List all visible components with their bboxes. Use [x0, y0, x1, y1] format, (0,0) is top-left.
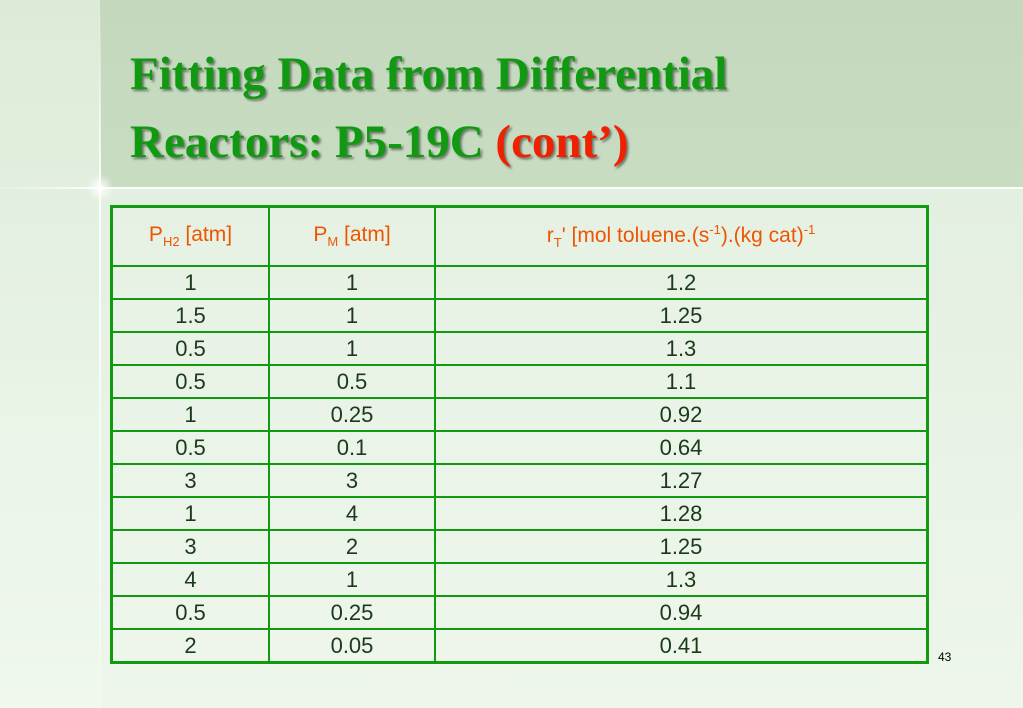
- table-cell: 0.5: [110, 595, 270, 630]
- table-row: 2 0.05 0.41: [110, 628, 929, 664]
- table-cell: 0.5: [110, 364, 270, 399]
- table-cell: 1: [110, 496, 270, 531]
- title-accent: (cont’): [495, 116, 629, 168]
- header-rate-sup1: -1: [709, 222, 721, 238]
- header-ph2-symbol: P: [148, 223, 163, 247]
- table-cell: 1.25: [434, 529, 929, 564]
- table-cell: 1: [268, 265, 436, 300]
- decor-cross-glow: [86, 174, 114, 202]
- table-cell: 1: [268, 562, 436, 597]
- title-band: [100, 0, 1023, 188]
- table-row: 1 0.25 0.92: [110, 397, 929, 432]
- header-rate-text1: ' [mol toluene.(s: [561, 224, 710, 248]
- table-cell: 4: [110, 562, 270, 597]
- header-rate-sub: T: [553, 235, 562, 251]
- table-cell: 1: [268, 298, 436, 333]
- table-cell: 1: [268, 331, 436, 366]
- data-table-container: PH2 [atm] PM [atm] rT' [mol toluene.(s-1…: [110, 205, 929, 664]
- table-row: 0.5 1 1.3: [110, 331, 929, 366]
- table-cell: 1.28: [434, 496, 929, 531]
- table-cell: 0.25: [268, 397, 436, 432]
- table-row: 4 1 1.3: [110, 562, 929, 597]
- data-table: PH2 [atm] PM [atm] rT' [mol toluene.(s-1…: [110, 205, 929, 664]
- table-cell: 1: [110, 265, 270, 300]
- table-cell: 1.3: [434, 331, 929, 366]
- table-cell: 4: [268, 496, 436, 531]
- left-decor-strip: [0, 0, 100, 708]
- table-cell: 0.1: [268, 430, 436, 465]
- table-cell: 1.5: [110, 298, 270, 333]
- header-pm: PM [atm]: [268, 205, 436, 267]
- table-cell: 0.5: [110, 430, 270, 465]
- decor-vertical-line: [99, 0, 101, 708]
- slide-title: Fitting Data from Differential Reactors:…: [130, 40, 990, 176]
- table-row: 1 4 1.28: [110, 496, 929, 531]
- table-cell: 2: [268, 529, 436, 564]
- table-cell: 0.5: [268, 364, 436, 399]
- table-cell: 2: [110, 628, 270, 664]
- table-cell: 1: [110, 397, 270, 432]
- table-cell: 0.5: [110, 331, 270, 366]
- table-cell: 1.27: [434, 463, 929, 498]
- table-header-row: PH2 [atm] PM [atm] rT' [mol toluene.(s-1…: [110, 205, 929, 267]
- table-row: 3 2 1.25: [110, 529, 929, 564]
- table-row: 3 3 1.27: [110, 463, 929, 498]
- header-ph2-unit: [atm]: [179, 223, 233, 247]
- header-rate-text2: ).(kg cat): [720, 224, 804, 248]
- header-pm-symbol: P: [313, 223, 328, 247]
- table-row: 1 1 1.2: [110, 265, 929, 300]
- table-cell: 0.92: [434, 397, 929, 432]
- header-rate-symbol: r: [546, 224, 554, 248]
- table-cell: 1.1: [434, 364, 929, 399]
- table-cell: 3: [110, 463, 270, 498]
- table-cell: 0.94: [434, 595, 929, 630]
- table-cell: 1.3: [434, 562, 929, 597]
- header-pm-unit: [atm]: [338, 223, 391, 247]
- header-pm-sub: M: [327, 234, 339, 250]
- title-line2: Reactors: P5-19C: [130, 116, 496, 168]
- table-cell: 3: [268, 463, 436, 498]
- decor-horizontal-line: [0, 187, 1023, 189]
- table-row: 1.5 1 1.25: [110, 298, 929, 333]
- table-cell: 0.64: [434, 430, 929, 465]
- table-row: 0.5 0.1 0.64: [110, 430, 929, 465]
- table-cell: 1.2: [434, 265, 929, 300]
- table-cell: 0.41: [434, 628, 929, 664]
- table-cell: 3: [110, 529, 270, 564]
- title-line1: Fitting Data from Differential: [130, 48, 728, 100]
- header-rate-sup2: -1: [803, 222, 816, 238]
- table-row: 0.5 0.25 0.94: [110, 595, 929, 630]
- header-ph2-sub: H2: [162, 234, 180, 250]
- header-ph2: PH2 [atm]: [110, 205, 270, 267]
- table-cell: 0.25: [268, 595, 436, 630]
- table-cell: 1.25: [434, 298, 929, 333]
- table-cell: 0.05: [268, 628, 436, 664]
- table-row: 0.5 0.5 1.1: [110, 364, 929, 399]
- header-rate: rT' [mol toluene.(s-1).(kg cat)-1: [434, 205, 929, 267]
- page-number: 43: [938, 650, 952, 664]
